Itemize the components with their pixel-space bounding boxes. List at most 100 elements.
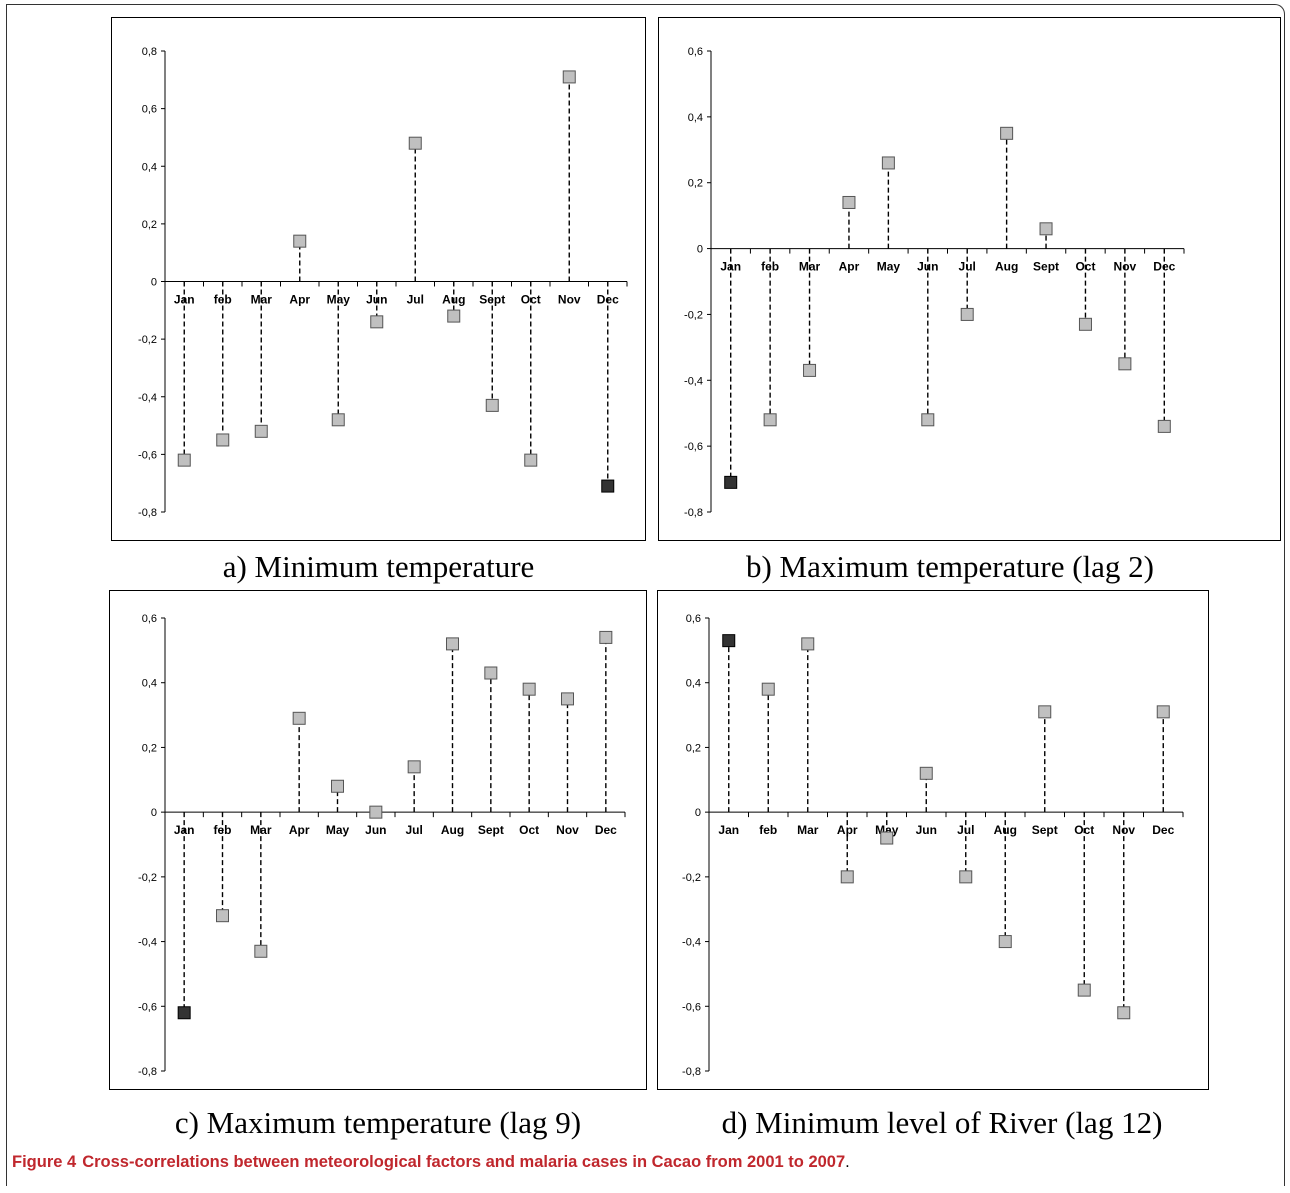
data-point [331, 413, 345, 427]
x-tick-label: Aug [994, 823, 1017, 837]
figure-caption: Figure 4 Cross-correlations between meteo… [12, 1153, 850, 1172]
data-point [881, 156, 895, 170]
data-point [254, 944, 268, 958]
data-point [761, 682, 775, 696]
x-tick-label: Sept [478, 823, 504, 837]
data-point [370, 315, 384, 329]
figure-label: Figure 4 [12, 1153, 77, 1171]
x-tick-label: Jan [718, 823, 739, 837]
data-point [407, 760, 421, 774]
x-tick-label: Jul [957, 823, 974, 837]
y-tick-label: 0,4 [686, 678, 701, 690]
y-tick-label: -0,8 [138, 507, 157, 519]
data-point [880, 831, 894, 845]
y-tick-label: -0,8 [682, 1066, 701, 1078]
y-tick-label: -0,2 [138, 334, 157, 346]
x-tick-label: Jun [916, 823, 937, 837]
subtitle-b: b) Maximum temperature (lag 2) [745, 549, 1155, 584]
data-point [1078, 317, 1092, 331]
x-tick-label: May [877, 260, 901, 274]
data-point-highlight [724, 475, 738, 489]
x-tick-label: Nov [558, 293, 581, 307]
data-point [522, 682, 536, 696]
x-tick-label: Dec [595, 823, 617, 837]
x-tick-label: Apr [289, 823, 310, 837]
data-point [1117, 1006, 1131, 1020]
data-point-highlight [601, 479, 615, 493]
y-tick-label: -0,2 [684, 309, 703, 321]
x-tick-label: Jul [405, 823, 422, 837]
y-tick-label: -0,4 [138, 392, 157, 404]
x-tick-label: Aug [442, 293, 465, 307]
data-point [216, 909, 229, 923]
x-tick-label: Jan [174, 823, 195, 837]
data-point [1039, 222, 1053, 236]
x-tick-label: Nov [556, 823, 579, 837]
data-point [562, 70, 576, 84]
x-tick-label: Jun [917, 260, 938, 274]
y-tick-label: -0,8 [138, 1066, 157, 1078]
figure-frame [6, 4, 1285, 1186]
data-point [331, 779, 344, 793]
subtitle-d: d) Minimum level of River (lag 12) [721, 1105, 1163, 1140]
chart-panel-c: 0,6 0,4 0,2 0 -0,2 -0,4 -0,6 -0,8 Jan feb Mar Apr Ma… [109, 590, 647, 1090]
data-point [1157, 419, 1171, 433]
x-tick-label: feb [214, 293, 232, 307]
x-tick-label: May [327, 293, 351, 307]
data-point [1077, 983, 1091, 997]
x-tick-label: Nov [1114, 260, 1137, 274]
data-point [803, 363, 817, 377]
chart-svg: 0,8 0,6 0,4 0,2 0 -0,2 -0,4 -0,6 -0,8 Jan feb Mar Ap… [138, 46, 628, 519]
data-point [840, 870, 854, 884]
x-tick-label: Dec [1152, 823, 1174, 837]
data-point [485, 398, 499, 412]
x-tick-label: Jun [365, 823, 386, 837]
x-tick-label: Sept [1033, 260, 1059, 274]
y-tick-label: 0 [697, 244, 703, 256]
data-point [801, 637, 815, 651]
y-tick-label: -0,4 [684, 375, 703, 387]
y-tick-label: 0,2 [142, 219, 157, 231]
y-tick-label: 0 [151, 277, 157, 289]
x-tick-label: Jan [174, 293, 195, 307]
x-tick-label: Jan [720, 260, 741, 274]
data-point [919, 766, 933, 780]
x-tick-label: Aug [995, 260, 1018, 274]
y-tick-label: -0,2 [138, 872, 157, 884]
x-tick-label: Sept [479, 293, 505, 307]
data-point [921, 413, 935, 427]
data-point [998, 935, 1012, 949]
subtitle-a: a) Minimum temperature [222, 549, 535, 584]
x-tick-label: Dec [1153, 260, 1175, 274]
data-point [216, 433, 230, 447]
y-tick-label: -0,4 [138, 937, 157, 949]
data-point [960, 307, 974, 321]
data-point [177, 453, 191, 467]
y-tick-label: -0,6 [682, 1001, 701, 1013]
y-tick-label: 0,6 [686, 613, 701, 625]
data-point [1038, 705, 1052, 719]
y-tick-label: 0,6 [142, 613, 157, 625]
x-tick-label: Oct [1074, 823, 1094, 837]
data-point-highlight [177, 1006, 191, 1020]
y-tick-label: 0,8 [142, 46, 157, 58]
x-tick-label: Nov [1112, 823, 1135, 837]
y-tick-label: 0 [151, 807, 157, 819]
data-point [1118, 357, 1132, 371]
data-point [1156, 705, 1170, 719]
y-tick-label: -0,6 [138, 1001, 157, 1013]
subtitle-c: c) Maximum temperature (lag 9) [174, 1105, 582, 1140]
x-tick-label: Mar [250, 823, 272, 837]
data-point [599, 630, 613, 644]
x-tick-label: Dec [597, 293, 619, 307]
data-point [484, 666, 498, 680]
x-tick-label: feb [214, 823, 232, 837]
y-tick-label: 0 [695, 807, 701, 819]
data-point [369, 805, 383, 819]
y-tick-label: 0,4 [688, 112, 703, 124]
y-tick-label: -0,2 [682, 872, 701, 884]
data-point [292, 711, 306, 725]
data-point [446, 637, 459, 651]
